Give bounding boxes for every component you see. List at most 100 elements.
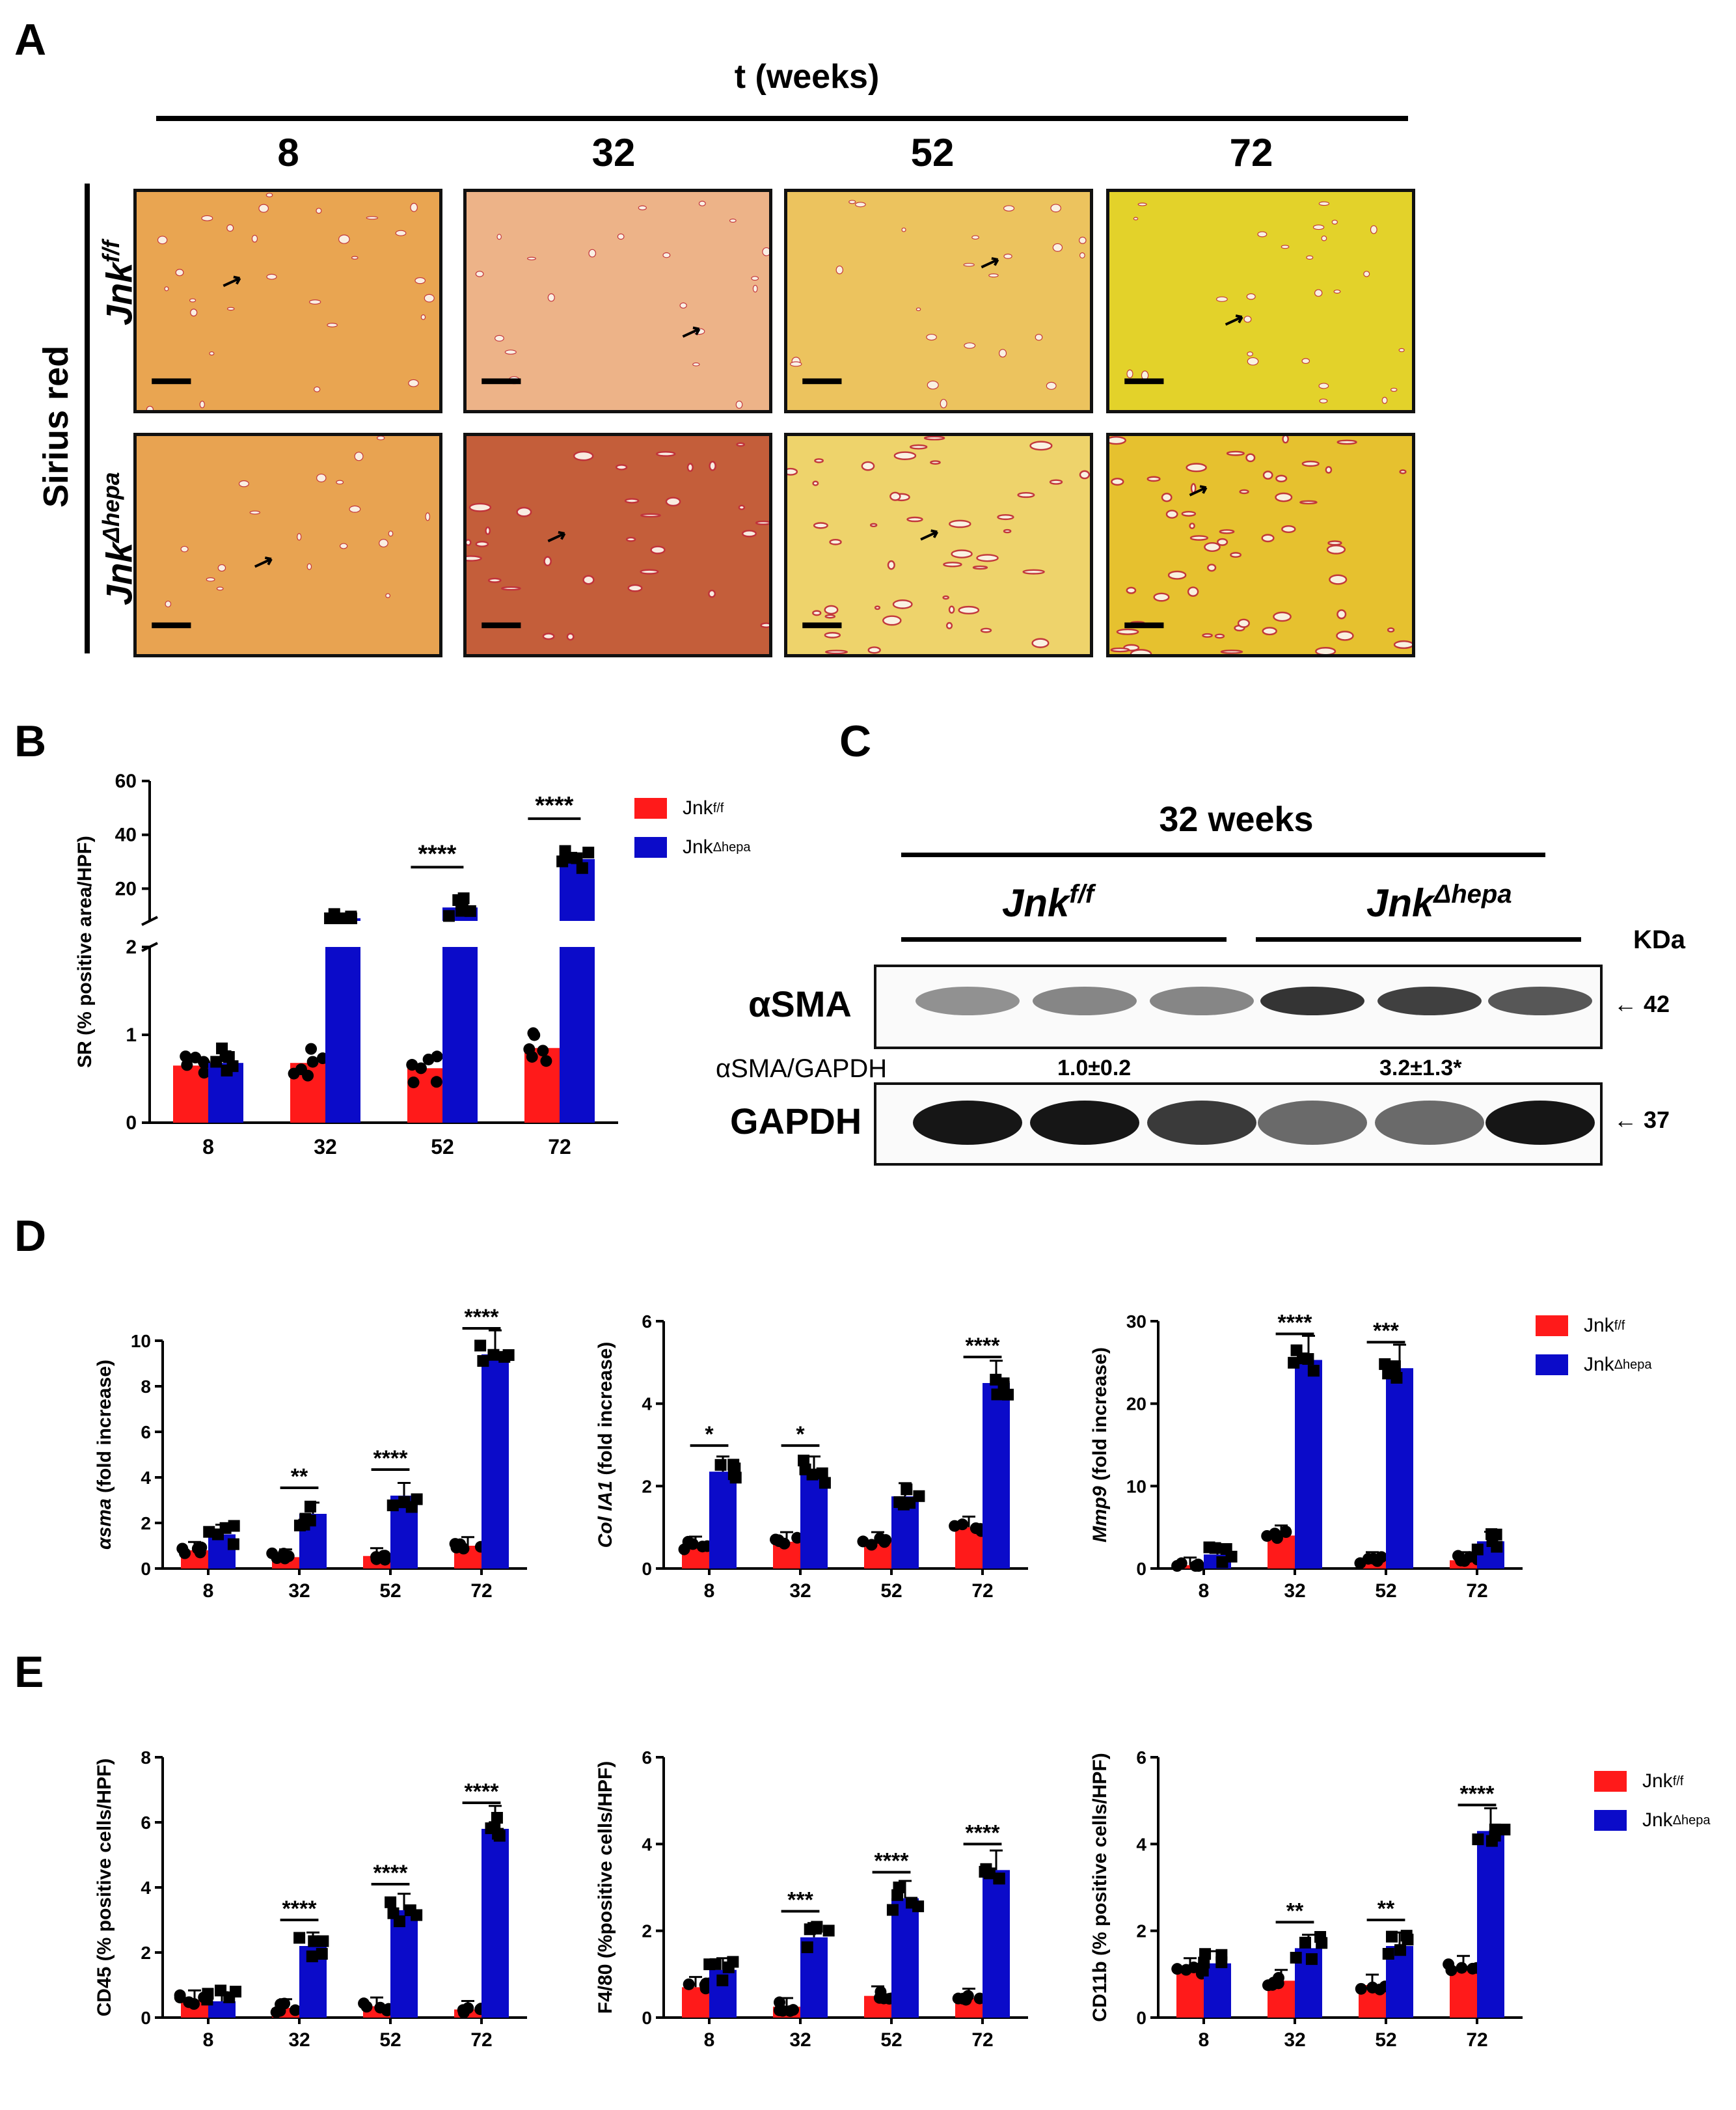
data-point xyxy=(1367,1552,1379,1565)
data-point xyxy=(387,1499,399,1511)
y-tick-label: 6 xyxy=(642,1311,652,1332)
legend-item-dhepa: Jnk Δhepa xyxy=(1594,1809,1711,1831)
x-tick-label: 72 xyxy=(1466,2029,1487,2051)
bar-dhepa-52 xyxy=(1386,1368,1413,1569)
chart-e-cd11b: 0 2 4 6 CD11b (% positive cells/HPF) 8 32 ** 52 *… xyxy=(1080,1731,1536,2063)
data-point xyxy=(1262,1979,1274,1992)
data-point xyxy=(474,1339,487,1352)
x-tick-label: 32 xyxy=(789,2029,811,2051)
y-tick-label: 4 xyxy=(141,1878,151,1898)
legend-b: Jnk f/f Jnk Δhepa xyxy=(634,797,751,875)
data-point xyxy=(527,1027,539,1039)
data-point xyxy=(819,1477,831,1489)
bar-dhepa-72 xyxy=(1477,1831,1504,2018)
panel-letter-a: A xyxy=(14,15,47,64)
wb-asma-band-6 xyxy=(1488,987,1592,1015)
y-tick-label: 2 xyxy=(1136,1921,1146,1941)
data-point xyxy=(1382,1947,1394,1960)
data-point xyxy=(878,1992,890,2005)
wb-asma-band-1 xyxy=(915,987,1020,1015)
data-point xyxy=(699,1979,711,1991)
chart-d-asma: 0 2 4 6 8 10 αsma (fold increase) 8 32 ** 52 **** 72… xyxy=(85,1305,540,1614)
legend-swatch-dhepa xyxy=(634,837,667,858)
y-tick-label: 6 xyxy=(1136,1747,1146,1768)
data-point xyxy=(407,1076,420,1089)
x-tick-label: 8 xyxy=(203,2029,214,2051)
data-point xyxy=(1355,1982,1367,1995)
data-point xyxy=(1386,1930,1398,1943)
wb-gapdh-band-2 xyxy=(1030,1101,1139,1145)
data-point xyxy=(1215,1949,1228,1961)
data-point xyxy=(304,1500,316,1513)
sig-label: **** xyxy=(418,840,456,868)
y-tick-label: 0 xyxy=(141,2008,151,2028)
data-point xyxy=(333,912,346,924)
data-point xyxy=(308,1935,320,1947)
sig-label: **** xyxy=(1460,1781,1495,1806)
y-tick-label: 2 xyxy=(141,1943,151,1963)
data-point xyxy=(576,862,588,874)
wb-asma-band-3 xyxy=(1150,987,1254,1015)
data-point xyxy=(1456,1962,1468,1974)
data-point xyxy=(556,855,569,868)
y-tick-label: 40 xyxy=(115,825,137,846)
data-point xyxy=(189,1051,202,1063)
y-tick-label: 2 xyxy=(642,1476,652,1496)
data-point xyxy=(962,1990,974,2002)
data-point xyxy=(1261,1529,1273,1542)
sig-label: ** xyxy=(1377,1897,1395,1921)
wb-ratio-dhepa: 3.2±1.3* xyxy=(1379,1056,1462,1080)
data-point xyxy=(770,1533,782,1546)
panel-letter-c: C xyxy=(839,717,872,766)
legend-swatch-ff xyxy=(1536,1315,1568,1336)
data-point xyxy=(1366,1981,1379,1994)
bar-dhepa-72 xyxy=(983,1870,1010,2018)
y-tick-label: 20 xyxy=(1126,1394,1146,1414)
x-tick-label: 32 xyxy=(314,1135,337,1158)
x-tick-label: 52 xyxy=(1375,2029,1396,2051)
x-tick-label: 8 xyxy=(1199,2029,1210,2051)
bar-dhepa-8 xyxy=(709,1472,737,1569)
bar-dhepa-72 xyxy=(560,947,595,1123)
y-tick-label: 2 xyxy=(642,1921,652,1941)
data-point xyxy=(174,1992,186,2004)
data-point xyxy=(970,1522,982,1535)
bar-dhepa-52 xyxy=(390,1910,418,2018)
data-point xyxy=(773,2004,785,2016)
data-point xyxy=(582,846,595,858)
data-point xyxy=(787,2004,800,2016)
sig-label: **** xyxy=(875,1849,910,1874)
data-point xyxy=(203,1526,215,1538)
data-point xyxy=(406,1059,418,1071)
data-point xyxy=(540,1055,552,1067)
wb-label-asma: αSMA xyxy=(748,983,852,1024)
data-point xyxy=(773,1996,785,2008)
data-point xyxy=(502,1349,515,1362)
data-point xyxy=(1354,1557,1366,1569)
y-tick-label: 2 xyxy=(141,1513,151,1533)
data-point xyxy=(179,1547,191,1559)
x-tick-label: 52 xyxy=(1375,1580,1396,1602)
wb-group-ff-rule xyxy=(901,937,1227,942)
data-point xyxy=(266,1547,278,1559)
wb-asma-band-5 xyxy=(1377,987,1482,1015)
wb-band-asma xyxy=(874,965,1603,1049)
data-point xyxy=(1307,1365,1320,1377)
data-point xyxy=(358,1997,370,2010)
sig-label: **** xyxy=(465,1779,500,1804)
y-tick-label: 0 xyxy=(126,1112,137,1134)
data-point xyxy=(822,1925,835,1937)
data-point xyxy=(1171,1963,1184,1975)
data-point xyxy=(686,1538,699,1550)
y-axis-label: Mmp9 (fold increase) xyxy=(1089,1347,1111,1542)
x-tick-label: 52 xyxy=(880,2029,902,2051)
data-point xyxy=(317,1935,329,1947)
sig-label: *** xyxy=(787,1888,813,1913)
y-axis-label: CD45 (% positive cells/HPF) xyxy=(94,1759,115,2017)
data-point xyxy=(904,1497,916,1509)
wb-kda-37: ← 37 xyxy=(1614,1106,1670,1133)
data-point xyxy=(385,1896,397,1908)
data-point xyxy=(1486,1535,1499,1547)
data-point xyxy=(1280,1526,1292,1538)
data-point xyxy=(422,1053,435,1065)
